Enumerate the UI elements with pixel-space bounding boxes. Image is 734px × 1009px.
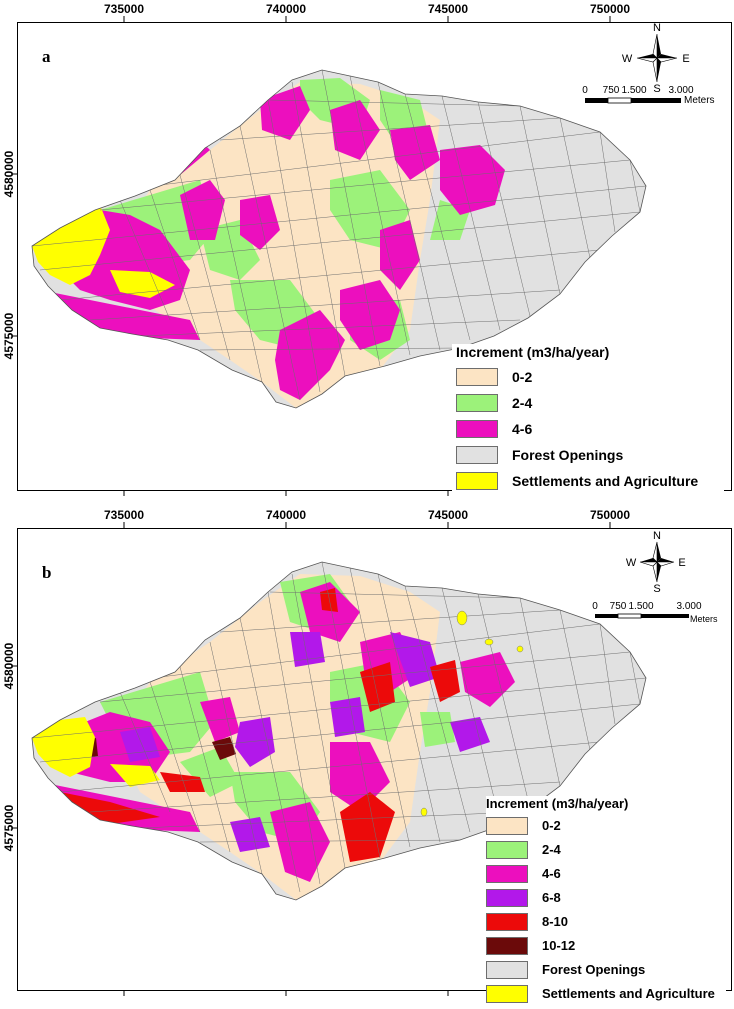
x-tick-label: 750000 [590,2,630,16]
panel-letter: b [42,563,51,582]
legend-label: 0-2 [512,369,533,385]
legend-item: 2-4 [456,394,724,420]
map-b-svg: 735000 740000 745000 750000 4580000 4575… [2,508,732,996]
legend-swatch [486,817,528,835]
x-tick-label: 740000 [266,2,306,16]
legend-item: 0-2 [456,368,724,394]
compass-n: N [653,530,661,542]
legend-item: 0-2 [486,817,726,841]
x-tick-label: 750000 [590,508,630,522]
legend-swatch [486,985,528,1003]
x-tick-label: 740000 [266,508,306,522]
legend-swatch [486,841,528,859]
map-panel-a: 735000 740000 745000 750000 4580000 4575… [0,0,734,500]
legend-title: Increment (m3/ha/year) [486,796,629,811]
compass-e: E [678,557,685,569]
compass-e: E [682,53,689,65]
x-tick-label: 745000 [428,2,468,16]
legend-label: 4-6 [512,421,533,437]
scale-label: 3.000 [668,85,693,96]
scale-label: 750 [610,601,627,612]
scale-label: 750 [603,85,620,96]
legend-label: 0-2 [542,818,561,833]
watershed-boundary [31,69,647,409]
legend-item: 10-12 [486,937,726,961]
legend-item: Settlements and Agriculture [456,472,724,498]
legend-swatch [456,472,498,490]
legend-swatch [456,420,498,438]
settlement-patch [420,807,428,817]
y-axis-ticks [11,665,18,829]
north-arrow-icon: N S W E [622,22,690,95]
legend-label: Settlements and Agriculture [542,986,715,1001]
y-tick-label: 4580000 [2,150,16,197]
y-tick-label: 4580000 [2,642,16,689]
y-tick-label: 4575000 [2,804,16,851]
legend-label: 4-6 [542,866,561,881]
legend-label: 2-4 [512,395,533,411]
legend-label: Settlements and Agriculture [512,473,699,489]
legend: Increment (m3/ha/year) 0-2 2-4 4-6 Fores… [452,344,724,498]
scale-unit: Meters [684,95,715,106]
scale-label: 3.000 [676,601,701,612]
legend-label: 6-8 [542,890,561,905]
compass-n: N [653,22,661,34]
legend-label: 10-12 [542,938,576,953]
legend-item: Settlements and Agriculture [486,985,726,1009]
legend-swatch [456,446,498,464]
map-panel-b: 735000 740000 745000 750000 4580000 4575… [0,506,734,1009]
compass-w: W [626,557,637,569]
legend-label: 8-10 [542,914,569,929]
y-axis-ticks [11,173,18,337]
legend-item: Forest Openings [456,446,724,472]
panel-letter: a [42,47,51,66]
compass-w: W [622,53,633,65]
y-tick-label: 4575000 [2,312,16,359]
scale-unit: Meters [690,614,718,624]
x-tick-label: 735000 [104,508,144,522]
legend-item: 8-10 [486,913,726,937]
scale-label: 1.500 [628,601,653,612]
legend-swatch [486,961,528,979]
legend-title: Increment (m3/ha/year) [456,344,610,360]
legend-item: Forest Openings [486,961,726,985]
x-tick-label: 745000 [428,508,468,522]
legend-swatch [456,394,498,412]
settlement-patch [484,638,494,646]
settlement-patch [516,645,524,653]
settlement-patch [456,610,468,626]
compass-s: S [653,583,660,595]
legend-item: 4-6 [486,865,726,889]
legend-item: 2-4 [486,841,726,865]
scale-label: 0 [582,85,588,96]
x-tick-label: 735000 [104,2,144,16]
scale-label: 0 [592,601,598,612]
legend-swatch [486,889,528,907]
legend-swatch [456,368,498,386]
legend-label: Forest Openings [512,447,624,463]
scale-bar: 0 750 1.500 3.000 Meters [582,85,714,106]
legend-swatch [486,937,528,955]
map-frame [17,22,732,491]
legend-swatch [486,865,528,883]
legend-item: 4-6 [456,420,724,446]
legend: Increment (m3/ha/year) 0-2 2-4 4-6 6-8 8… [486,796,726,1009]
legend-label: 2-4 [542,842,561,857]
legend-item: 6-8 [486,889,726,913]
north-arrow-icon: N S W E [626,530,686,595]
legend-swatch [486,913,528,931]
watershed-boundary [31,561,647,901]
scale-label: 1.500 [621,85,646,96]
map-frame [17,528,732,991]
legend-label: Forest Openings [542,962,646,977]
scale-bar: 0 750 1.500 3.000 Meters [592,601,718,624]
compass-s: S [653,83,660,95]
